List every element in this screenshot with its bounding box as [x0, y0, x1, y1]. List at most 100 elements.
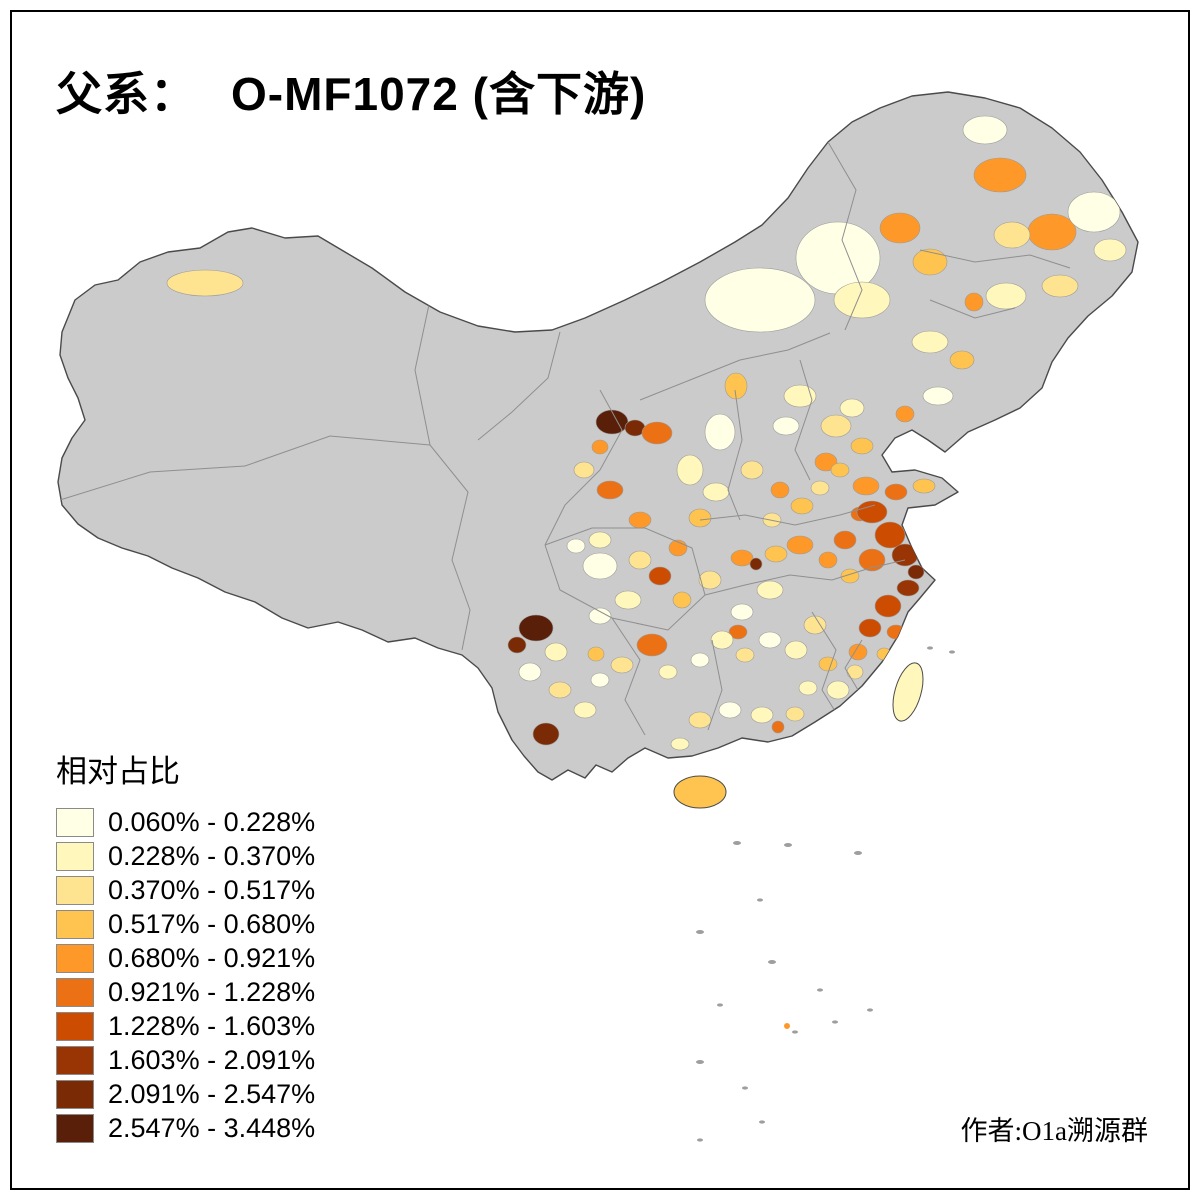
- prefecture-region: [818, 656, 838, 672]
- prefecture-region: [790, 497, 814, 515]
- prefecture-region: [993, 221, 1031, 249]
- prefecture-region: [949, 350, 975, 370]
- legend-swatch: [56, 807, 94, 837]
- prefecture-region: [876, 647, 892, 661]
- prefecture-region: [1041, 274, 1079, 298]
- prefecture-region: [636, 633, 668, 657]
- legend-row: 1.603% - 2.091%: [56, 1043, 315, 1077]
- legend-label: 0.680% - 0.921%: [108, 943, 316, 973]
- legend-label: 1.228% - 1.603%: [108, 1011, 316, 1041]
- legend-swatch: [56, 1045, 94, 1075]
- prefecture-region: [907, 564, 925, 580]
- prefecture-region: [587, 646, 605, 662]
- prefecture-region: [544, 642, 568, 662]
- prefecture-region: [911, 330, 949, 354]
- legend-row: 0.060% - 0.228%: [56, 805, 315, 839]
- legend-swatch: [56, 841, 94, 871]
- prefecture-region: [891, 543, 919, 567]
- prefecture-region: [848, 643, 868, 661]
- prefecture-region: [590, 672, 610, 688]
- prefecture-region: [879, 212, 921, 244]
- legend-label: 0.060% - 0.228%: [108, 807, 316, 837]
- legend-label: 0.517% - 0.680%: [108, 909, 316, 939]
- prefecture-region: [648, 566, 672, 586]
- prefecture-region: [628, 511, 652, 529]
- prefecture-region: [670, 737, 690, 751]
- prefecture-region: [874, 594, 902, 618]
- prefecture-region: [688, 508, 712, 528]
- legend-swatch: [56, 875, 94, 905]
- prefecture-region: [641, 421, 673, 445]
- prefecture-region: [770, 481, 790, 499]
- province-borders: [59, 141, 1071, 736]
- prefecture-region: [676, 454, 704, 486]
- prefecture-region: [588, 531, 612, 549]
- prefecture-region: [582, 552, 618, 580]
- hainan-island: [673, 775, 727, 809]
- prefecture-region: [858, 548, 886, 572]
- prefecture-region: [962, 115, 1008, 145]
- prefecture-region: [573, 461, 595, 479]
- legend: 相对占比 0.060% - 0.228% 0.228% - 0.370% 0.370…: [56, 746, 315, 1145]
- prefecture-region: [856, 500, 888, 524]
- prefecture-region: [610, 656, 634, 674]
- prefecture-region: [728, 624, 748, 640]
- legend-title: 相对占比: [56, 754, 180, 789]
- prefecture-region: [858, 618, 882, 638]
- prefecture-region: [658, 664, 678, 680]
- prefecture-region: [783, 384, 817, 408]
- prefecture-region: [833, 530, 857, 550]
- prefecture-region: [912, 248, 948, 276]
- prefecture-region: [628, 550, 652, 570]
- prefecture-region: [922, 386, 954, 406]
- prefecture-region: [166, 269, 244, 297]
- prefecture-region: [749, 557, 763, 571]
- prefecture-region: [591, 439, 609, 455]
- legend-swatch: [56, 909, 94, 939]
- prefecture-region: [826, 680, 850, 700]
- prefecture-region: [874, 521, 906, 549]
- prefecture-region: [896, 579, 920, 597]
- prefecture-region: [672, 591, 692, 609]
- prefecture-region: [750, 706, 774, 724]
- prefecture-region: [852, 476, 880, 496]
- prefecture-region: [786, 535, 814, 555]
- prefecture-region: [730, 549, 754, 567]
- prefecture-region: [830, 462, 850, 478]
- prefecture-region: [756, 580, 784, 600]
- prefecture-region: [833, 281, 891, 319]
- legend-swatch: [56, 1011, 94, 1041]
- legend-swatch: [56, 977, 94, 1007]
- prefecture-region: [1067, 191, 1121, 233]
- legend-row: 0.228% - 0.370%: [56, 839, 315, 873]
- prefecture-region: [518, 614, 554, 642]
- prefecture-region: [698, 570, 722, 590]
- prefecture-region: [740, 460, 764, 480]
- attribution: 作者:O1a溯源群: [960, 1116, 1148, 1146]
- prefecture-region: [846, 664, 864, 680]
- prefecture-region: [507, 636, 527, 654]
- prefecture-region: [820, 414, 852, 438]
- prefecture-region: [690, 652, 710, 668]
- legend-swatch: [56, 1113, 94, 1143]
- legend-label: 0.228% - 0.370%: [108, 841, 316, 871]
- legend-label: 0.921% - 1.228%: [108, 977, 316, 1007]
- prefecture-region: [573, 701, 597, 719]
- legend-row: 0.517% - 0.680%: [56, 907, 315, 941]
- prefecture-region: [884, 483, 908, 501]
- prefecture-region: [710, 630, 734, 650]
- title-haplogroup: O-MF1072 (含下游): [231, 68, 647, 120]
- prefecture-region: [912, 478, 936, 494]
- prefecture-region: [596, 480, 624, 500]
- prefecture-region: [518, 662, 542, 682]
- legend-swatch: [56, 1079, 94, 1109]
- prefecture-patches: [166, 115, 1127, 751]
- prefecture-region: [803, 615, 827, 635]
- legend-label: 1.603% - 2.091%: [108, 1045, 316, 1075]
- prefecture-region: [973, 157, 1027, 193]
- legend-label: 2.091% - 2.547%: [108, 1079, 316, 1109]
- taiwan-island: [892, 662, 924, 722]
- prefecture-region: [964, 292, 984, 312]
